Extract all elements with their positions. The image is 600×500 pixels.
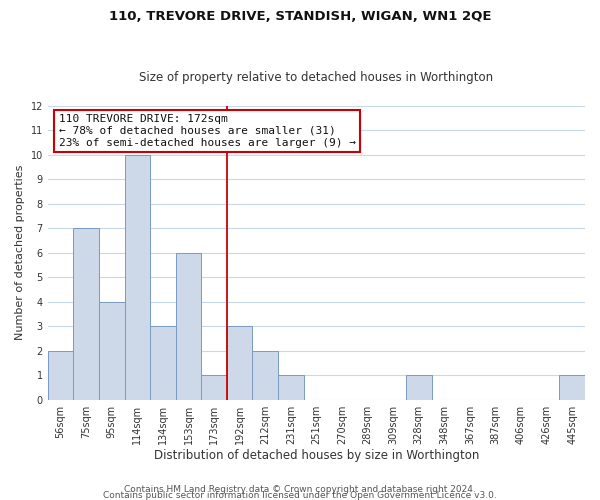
Bar bbox=[406, 375, 431, 400]
Bar bbox=[73, 228, 99, 400]
Text: Contains public sector information licensed under the Open Government Licence v3: Contains public sector information licen… bbox=[103, 490, 497, 500]
Title: Size of property relative to detached houses in Worthington: Size of property relative to detached ho… bbox=[139, 70, 493, 84]
Bar bbox=[201, 375, 227, 400]
Bar bbox=[176, 252, 201, 400]
Bar bbox=[278, 375, 304, 400]
Text: Contains HM Land Registry data © Crown copyright and database right 2024.: Contains HM Land Registry data © Crown c… bbox=[124, 484, 476, 494]
Bar bbox=[253, 350, 278, 400]
X-axis label: Distribution of detached houses by size in Worthington: Distribution of detached houses by size … bbox=[154, 450, 479, 462]
Bar bbox=[99, 302, 125, 400]
Bar bbox=[150, 326, 176, 400]
Bar bbox=[227, 326, 253, 400]
Text: 110, TREVORE DRIVE, STANDISH, WIGAN, WN1 2QE: 110, TREVORE DRIVE, STANDISH, WIGAN, WN1… bbox=[109, 10, 491, 23]
Bar bbox=[559, 375, 585, 400]
Bar bbox=[125, 154, 150, 400]
Y-axis label: Number of detached properties: Number of detached properties bbox=[15, 165, 25, 340]
Bar bbox=[48, 350, 73, 400]
Text: 110 TREVORE DRIVE: 172sqm
← 78% of detached houses are smaller (31)
23% of semi-: 110 TREVORE DRIVE: 172sqm ← 78% of detac… bbox=[59, 114, 356, 148]
